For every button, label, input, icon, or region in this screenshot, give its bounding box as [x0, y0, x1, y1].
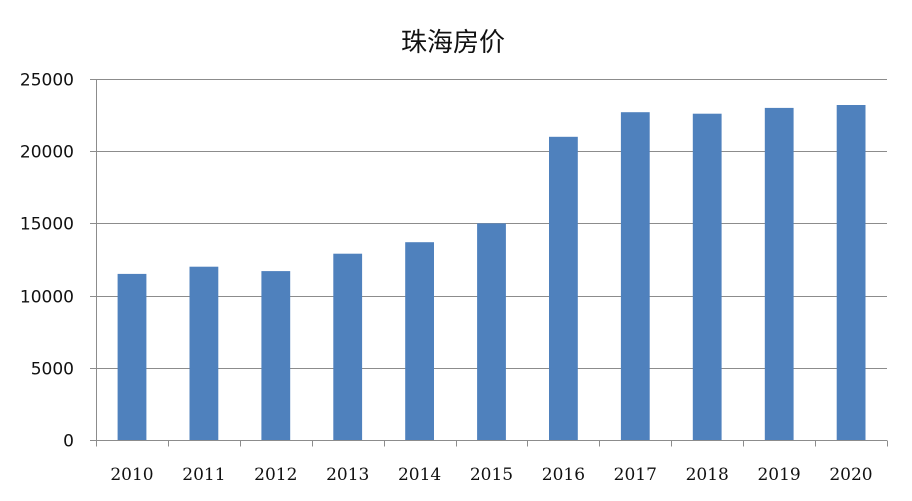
bar-2013 [333, 253, 363, 440]
x-tick-label: 2018 [686, 465, 729, 485]
x-tick-label: 2019 [757, 465, 800, 485]
bar-2019 [764, 107, 794, 441]
x-axis-tick-labels: 2010 2011 2012 2013 2014 2015 2016 2017 2018 2019… [110, 465, 872, 485]
y-tick-label: 0 [63, 432, 74, 452]
bar-2014 [405, 242, 434, 440]
x-tick-label: 2013 [326, 465, 369, 485]
bar-2011 [189, 266, 219, 440]
chart-title: 珠海房价 [401, 28, 505, 58]
bar-2015 [477, 223, 506, 440]
x-tick-label: 2010 [110, 465, 153, 485]
y-tick-label: 10000 [20, 288, 74, 308]
y-tick-label: 15000 [20, 215, 74, 235]
x-tick-label: 2015 [470, 465, 513, 485]
bars [117, 105, 866, 441]
y-tick-label: 25000 [20, 71, 74, 91]
x-tick-label: 2012 [254, 465, 297, 485]
x-axis [90, 79, 888, 447]
bar-2010 [117, 273, 147, 440]
bar-2020 [836, 105, 866, 440]
y-axis-tick-labels: 0 5000 10000 15000 20000 25000 [20, 71, 74, 452]
x-tick-label: 2017 [614, 465, 657, 485]
bar-2018 [692, 113, 722, 440]
x-tick-label: 2014 [398, 465, 441, 485]
x-tick-label: 2016 [542, 465, 585, 485]
y-tick-label: 5000 [31, 360, 74, 380]
bar-2017 [620, 112, 650, 440]
x-tick-label: 2020 [829, 465, 872, 485]
x-tick-label: 2011 [182, 465, 225, 485]
y-tick-label: 20000 [20, 143, 74, 163]
bar-2012 [261, 271, 291, 440]
bar-2016 [549, 136, 578, 441]
